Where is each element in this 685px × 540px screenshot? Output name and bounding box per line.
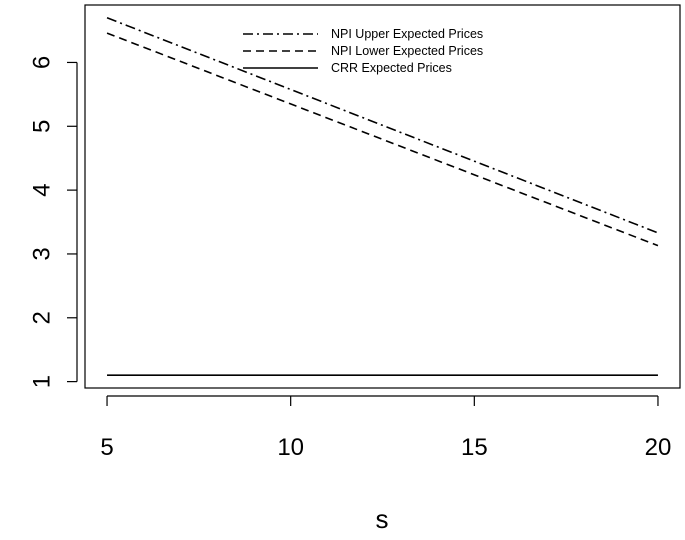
series-line [106, 32, 659, 247]
series-layer [106, 17, 659, 377]
plot-frame [84, 4, 681, 389]
x-axis: 5 10 15 20 [100, 395, 672, 461]
legend-label: NPI Lower Expected Prices [331, 44, 483, 58]
x-tick-label: 20 [645, 434, 672, 461]
y-tick-label: 1 [29, 375, 56, 388]
y-tick-label: 5 [29, 120, 56, 133]
x-axis-title: s [376, 504, 389, 534]
y-tick-label: 6 [29, 56, 56, 69]
y-tick-label: 3 [29, 247, 56, 260]
y-tick-label: 2 [29, 311, 56, 324]
series-line [106, 17, 659, 234]
y-tick-label: 4 [29, 183, 56, 196]
x-tick-label: 10 [277, 434, 304, 461]
y-axis: 1 2 3 4 5 6 [29, 56, 78, 388]
legend-label: CRR Expected Prices [331, 61, 452, 75]
legend: NPI Upper Expected Prices NPI Lower Expec… [243, 27, 483, 75]
x-tick-label: 15 [461, 434, 488, 461]
legend-label: NPI Upper Expected Prices [331, 27, 483, 41]
x-tick-label: 5 [100, 434, 113, 461]
